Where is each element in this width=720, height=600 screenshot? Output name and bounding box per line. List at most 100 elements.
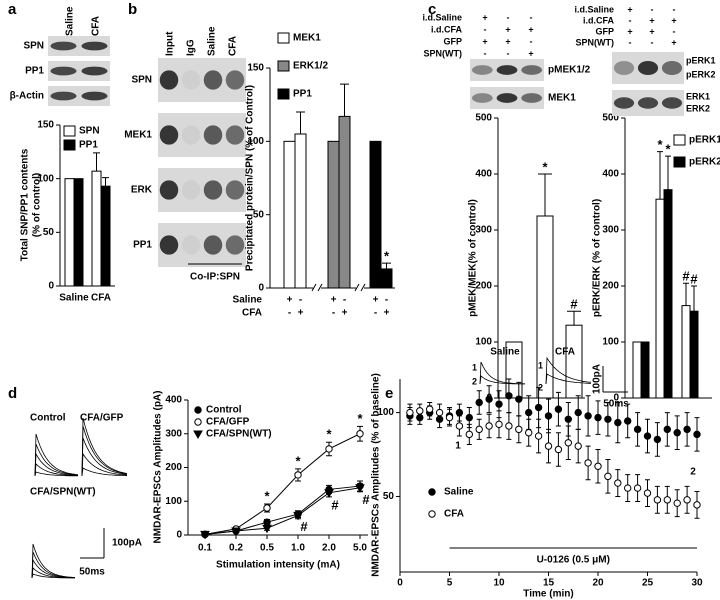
marker xyxy=(356,430,364,438)
trace-time-label: 1 xyxy=(538,360,543,370)
x-tick-label: 0.1 xyxy=(198,543,212,554)
marker xyxy=(594,462,602,470)
marker xyxy=(495,400,503,408)
condition-sign: + xyxy=(505,24,510,34)
y-tick-label: 150 xyxy=(37,120,54,131)
marker xyxy=(435,408,444,417)
blot-column-label: IgG xyxy=(186,39,197,56)
bar xyxy=(380,268,393,289)
condition-label: i.d.Saline xyxy=(422,12,462,22)
legend-swatch xyxy=(673,156,686,168)
y-tick-label: 500 xyxy=(475,113,492,124)
y-tick-label: 400 xyxy=(475,169,492,180)
y-tick-label: 200 xyxy=(475,281,492,292)
condition-sign: - xyxy=(673,26,676,36)
marker xyxy=(584,459,592,467)
blot-band xyxy=(521,93,543,103)
blot-band xyxy=(225,125,245,145)
trace xyxy=(31,567,76,579)
condition-sign: - xyxy=(484,24,487,34)
blot-band xyxy=(225,70,245,90)
legend-marker xyxy=(194,406,202,414)
condition-sign: + xyxy=(505,36,510,46)
trace xyxy=(81,452,128,477)
axis-break xyxy=(354,283,366,292)
y-axis-label: pMEK/MEK(% of control) xyxy=(468,199,479,317)
bar xyxy=(338,115,351,289)
blot-band xyxy=(203,125,223,145)
condition-sign: + xyxy=(482,36,487,46)
x-tick-label: 30 xyxy=(691,578,703,589)
blot-row-label: ERK1 xyxy=(686,91,710,101)
blot-row-label: pERK1 xyxy=(686,55,716,65)
significance: * xyxy=(657,137,663,152)
y-tick-label: 0 xyxy=(258,283,264,294)
marker xyxy=(324,489,334,498)
blot-row-label: PP1 xyxy=(133,240,152,251)
marker xyxy=(653,435,662,444)
blot-band xyxy=(159,125,179,145)
bar xyxy=(100,185,111,287)
y-axis-label: NMDAR-EPSCs Amplitudes (% of baseline) xyxy=(371,373,382,577)
bar xyxy=(689,310,699,399)
condition-sign: - xyxy=(651,37,654,47)
marker xyxy=(544,412,553,420)
y-tick-label: 400 xyxy=(165,395,182,406)
legend-label: CFA/SPN(WT) xyxy=(206,429,272,440)
blot-band xyxy=(496,93,518,103)
y-axis-label: (% of control) xyxy=(32,173,43,237)
blot-row-label: PP1 xyxy=(25,66,44,77)
y-tick-label: 100 xyxy=(247,136,264,147)
error-bar xyxy=(683,282,689,306)
condition-sign: - xyxy=(530,36,533,46)
marker xyxy=(673,499,681,507)
condition-label: i.d.CFA xyxy=(431,24,462,34)
panel-label: c xyxy=(428,1,436,18)
condition-sign: + xyxy=(671,37,676,47)
scale-label: 100pA xyxy=(112,538,142,549)
axis-break-gap xyxy=(356,285,364,291)
axis-break xyxy=(311,283,323,292)
panel-label: d xyxy=(8,385,17,402)
condition-sign: + xyxy=(528,48,533,58)
y-tick-label: 200 xyxy=(165,462,182,473)
marker xyxy=(633,425,642,434)
condition-sign: - xyxy=(299,295,302,306)
blot-row-label: pMEK1/2 xyxy=(548,65,591,76)
legend-label: Saline xyxy=(444,487,474,498)
y-tick-label: 0 xyxy=(176,530,182,541)
blot-column-label: Input xyxy=(165,31,176,56)
y-axis-label: pERK/ERK (% of control) xyxy=(592,199,603,317)
bar xyxy=(294,133,307,289)
y-tick-label: 300 xyxy=(602,225,619,236)
marker xyxy=(534,403,543,412)
legend-swatch xyxy=(277,32,290,44)
blot-band xyxy=(661,97,683,109)
significance: * xyxy=(665,142,671,157)
marker xyxy=(584,412,592,420)
marker xyxy=(544,442,553,450)
marker xyxy=(515,395,523,403)
trace-time-label: 2 xyxy=(472,376,477,386)
panel-label: e xyxy=(385,385,393,402)
bar xyxy=(327,140,340,289)
scale-label: 100pA xyxy=(592,364,603,394)
bar xyxy=(369,140,382,289)
y-tick-label: 300 xyxy=(475,225,492,236)
trace xyxy=(81,437,128,477)
legend-swatch xyxy=(277,88,290,100)
trace xyxy=(31,543,76,579)
legend-label: Control xyxy=(206,405,242,416)
legend-swatch xyxy=(277,60,290,72)
condition-sign: + xyxy=(649,15,654,25)
marker xyxy=(663,496,671,504)
error-bar xyxy=(93,152,100,172)
error-bar xyxy=(691,285,697,312)
blot-band xyxy=(496,65,518,75)
scale-label: 50ms xyxy=(79,567,105,578)
condition-sign: - xyxy=(530,12,533,22)
significance: * xyxy=(295,453,301,468)
legend-label: PP1 xyxy=(79,140,98,151)
condition-label: SPN(WT) xyxy=(576,37,615,47)
legend-swatch xyxy=(63,125,76,137)
